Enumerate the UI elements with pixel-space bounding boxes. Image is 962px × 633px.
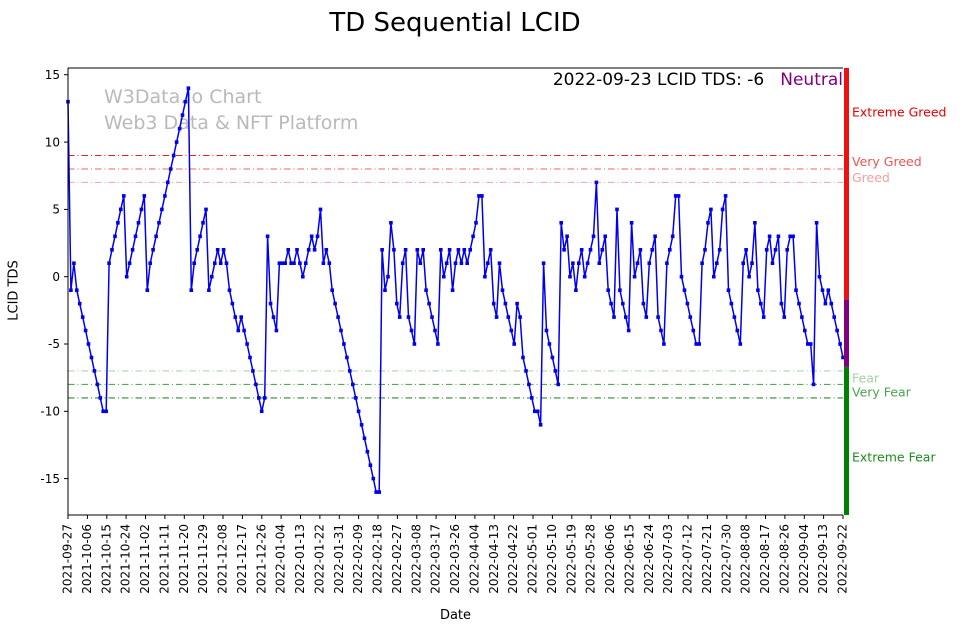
x-axis-ticks: 2021-09-27 2021-10-06 2021-10-15 2021-10-24… [61, 515, 850, 594]
watermark-line2: Web3 Data & NFT Platform [104, 112, 359, 134]
x-axis-label: Date [439, 608, 472, 623]
svg-text:2022-01-13: 2022-01-13 [293, 524, 307, 594]
watermark-line1: W3Data.io Chart [104, 86, 262, 108]
annotation: 2022-09-23 LCID TDS: -6 Neutral [553, 70, 843, 90]
svg-text:2021-09-27: 2021-09-27 [61, 524, 75, 594]
svg-text:2022-06-15: 2022-06-15 [622, 524, 636, 594]
svg-text:2022-01-22: 2022-01-22 [312, 524, 326, 594]
svg-text:Fear: Fear [852, 371, 880, 386]
svg-text:2022-09-04: 2022-09-04 [797, 524, 811, 594]
svg-text:0: 0 [52, 270, 60, 284]
svg-text:2022-02-27: 2022-02-27 [390, 524, 404, 594]
svg-text:2021-12-08: 2021-12-08 [216, 524, 230, 594]
svg-text:2022-06-06: 2022-06-06 [603, 524, 617, 594]
svg-text:-10: -10 [40, 405, 60, 419]
svg-text:2022-01-31: 2022-01-31 [332, 524, 346, 594]
svg-text:2022-05-10: 2022-05-10 [545, 524, 559, 594]
svg-text:2022-09-22: 2022-09-22 [836, 524, 850, 594]
svg-text:15: 15 [45, 68, 60, 82]
svg-text:2021-11-02: 2021-11-02 [138, 524, 152, 594]
svg-text:2022-07-30: 2022-07-30 [719, 524, 733, 594]
svg-text:Extreme Greed: Extreme Greed [852, 105, 946, 120]
svg-text:10: 10 [45, 135, 60, 149]
svg-text:-15: -15 [40, 472, 60, 486]
svg-text:2022-07-03: 2022-07-03 [661, 524, 675, 594]
svg-text:Greed: Greed [852, 170, 890, 185]
chart-title: TD Sequential LCID [329, 8, 581, 38]
svg-text:2021-10-06: 2021-10-06 [80, 524, 94, 594]
svg-text:2022-02-09: 2022-02-09 [351, 524, 365, 594]
svg-text:2022-05-28: 2022-05-28 [584, 524, 598, 594]
sentiment-color-bar [844, 68, 849, 515]
svg-text:2021-11-29: 2021-11-29 [196, 524, 210, 594]
svg-text:2022-03-08: 2022-03-08 [409, 524, 423, 594]
svg-text:2022-03-26: 2022-03-26 [448, 524, 462, 594]
svg-text:2022-07-12: 2022-07-12 [681, 524, 695, 594]
svg-text:2022-08-17: 2022-08-17 [758, 524, 772, 594]
svg-text:2022-08-08: 2022-08-08 [739, 524, 753, 594]
svg-text:2021-11-11: 2021-11-11 [157, 524, 171, 594]
svg-text:2022-03-17: 2022-03-17 [429, 524, 443, 594]
svg-text:2022-01-04: 2022-01-04 [274, 524, 288, 594]
svg-text:2022-09-13: 2022-09-13 [816, 524, 830, 594]
svg-text:2021-12-17: 2021-12-17 [235, 524, 249, 594]
svg-text:2022-07-21: 2022-07-21 [700, 524, 714, 594]
svg-text:2022-02-18: 2022-02-18 [371, 524, 385, 594]
svg-text:Extreme Fear: Extreme Fear [852, 449, 936, 464]
svg-text:2021-11-20: 2021-11-20 [177, 524, 191, 594]
svg-text:-5: -5 [48, 337, 60, 351]
svg-text:2022-06-24: 2022-06-24 [642, 524, 656, 594]
svg-text:2021-12-26: 2021-12-26 [254, 524, 268, 594]
y-axis-label: LCID TDS [6, 260, 22, 321]
data-markers [66, 86, 845, 494]
svg-text:2022-04-13: 2022-04-13 [487, 524, 501, 594]
svg-text:2022-08-26: 2022-08-26 [777, 524, 791, 594]
svg-text:2022-04-04: 2022-04-04 [467, 524, 481, 594]
annotation-text: 2022-09-23 LCID TDS: -6 [552, 70, 765, 90]
threshold-lines [68, 154, 843, 399]
y-axis-ticks: 15 10 5 0 -5 -10 -15 [40, 68, 68, 486]
svg-text:Very Fear: Very Fear [852, 385, 912, 400]
svg-text:2022-04-22: 2022-04-22 [506, 524, 520, 594]
svg-text:2021-10-15: 2021-10-15 [99, 524, 113, 594]
annotation-status: Neutral [780, 70, 843, 90]
watermark: W3Data.io Chart Web3 Data & NFT Platform [104, 84, 358, 136]
svg-text:Very Greed: Very Greed [852, 154, 922, 169]
svg-text:2022-05-01: 2022-05-01 [526, 524, 540, 594]
svg-text:2022-05-19: 2022-05-19 [564, 524, 578, 594]
svg-text:5: 5 [52, 203, 60, 217]
svg-text:2021-10-24: 2021-10-24 [119, 524, 133, 594]
